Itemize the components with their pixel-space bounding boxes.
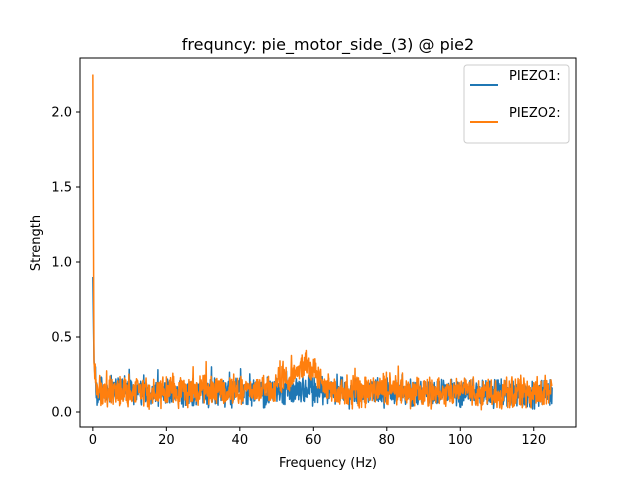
legend-label-piezo2: PIEZO2: [509, 106, 561, 121]
legend: PIEZO1: PIEZO2: [463, 64, 570, 144]
y-tick-label: 1.0 [51, 256, 72, 271]
y-tick-label: 1.5 [51, 181, 72, 196]
x-tick-label: 20 [158, 433, 175, 448]
y-tick-label: 2.0 [51, 106, 72, 121]
x-tick-label: 40 [232, 433, 249, 448]
plot-frame [79, 57, 577, 428]
y-tick-label: 0.5 [51, 331, 72, 346]
y-axis-label: Strength [29, 215, 44, 271]
x-tick-label: 120 [521, 433, 546, 448]
x-axis-ticks: 0 20 40 60 80 100 120 [89, 427, 546, 448]
y-axis-ticks: 0.0 0.5 1.0 1.5 2.0 [51, 106, 80, 421]
x-tick-label: 100 [448, 433, 473, 448]
series-line-piezo2 [92, 74, 553, 411]
x-tick-label: 60 [305, 433, 322, 448]
x-axis-label: Frequency (Hz) [279, 456, 377, 471]
legend-label-piezo1: PIEZO1: [509, 69, 561, 84]
series-layer [92, 74, 553, 411]
y-tick-label: 0.0 [51, 406, 72, 421]
x-tick-label: 0 [89, 433, 97, 448]
x-tick-label: 80 [379, 433, 396, 448]
chart-title: frequncy: pie_motor_side_(3) @ pie2 [182, 35, 474, 55]
